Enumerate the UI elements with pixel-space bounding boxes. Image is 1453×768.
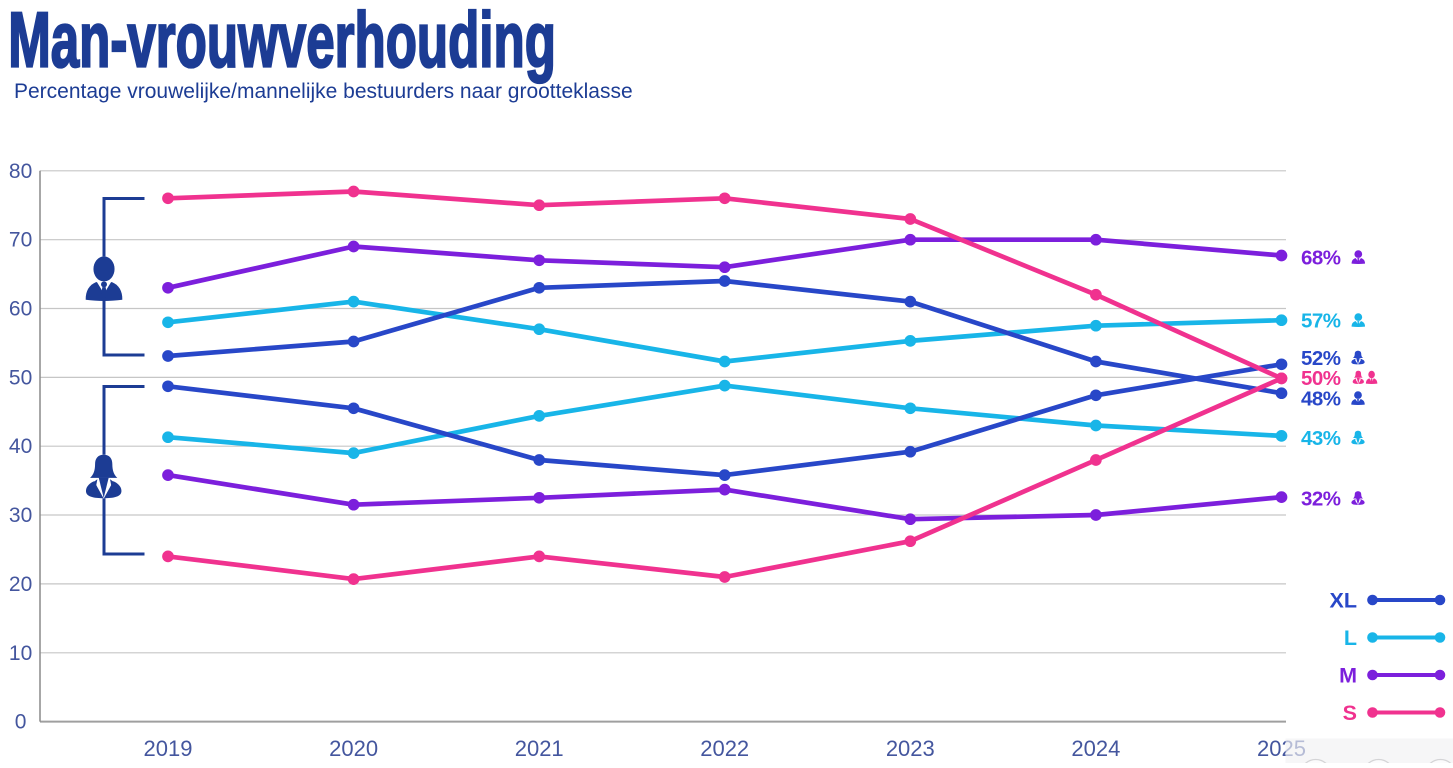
svg-text:L: L xyxy=(1344,626,1357,650)
svg-text:Percentage vrouwelijke/manneli: Percentage vrouwelijke/mannelijke bestuu… xyxy=(14,80,633,103)
svg-text:70: 70 xyxy=(9,229,32,252)
svg-text:60: 60 xyxy=(9,298,32,321)
svg-text:40: 40 xyxy=(9,435,32,458)
svg-text:50%: 50% xyxy=(1301,367,1341,390)
svg-text:2023: 2023 xyxy=(886,736,935,761)
svg-text:50: 50 xyxy=(9,366,32,389)
svg-text:32%: 32% xyxy=(1301,488,1341,511)
svg-text:Man-vrouwverhouding: Man-vrouwverhouding xyxy=(8,0,556,83)
svg-text:30: 30 xyxy=(9,504,32,527)
svg-text:M: M xyxy=(1339,664,1357,688)
svg-text:2019: 2019 xyxy=(144,736,193,761)
svg-text:20: 20 xyxy=(9,573,32,596)
svg-text:2021: 2021 xyxy=(515,736,564,761)
svg-text:2022: 2022 xyxy=(700,736,749,761)
svg-text:43%: 43% xyxy=(1301,427,1341,450)
svg-text:10: 10 xyxy=(9,642,32,665)
svg-text:80: 80 xyxy=(9,160,32,183)
svg-text:S: S xyxy=(1343,701,1357,725)
svg-text:XL: XL xyxy=(1330,589,1357,613)
svg-text:57%: 57% xyxy=(1301,310,1341,333)
svg-text:68%: 68% xyxy=(1301,247,1341,270)
svg-text:2024: 2024 xyxy=(1071,736,1120,761)
svg-text:0: 0 xyxy=(15,711,27,734)
svg-text:48%: 48% xyxy=(1301,388,1341,411)
svg-text:2020: 2020 xyxy=(329,736,378,761)
